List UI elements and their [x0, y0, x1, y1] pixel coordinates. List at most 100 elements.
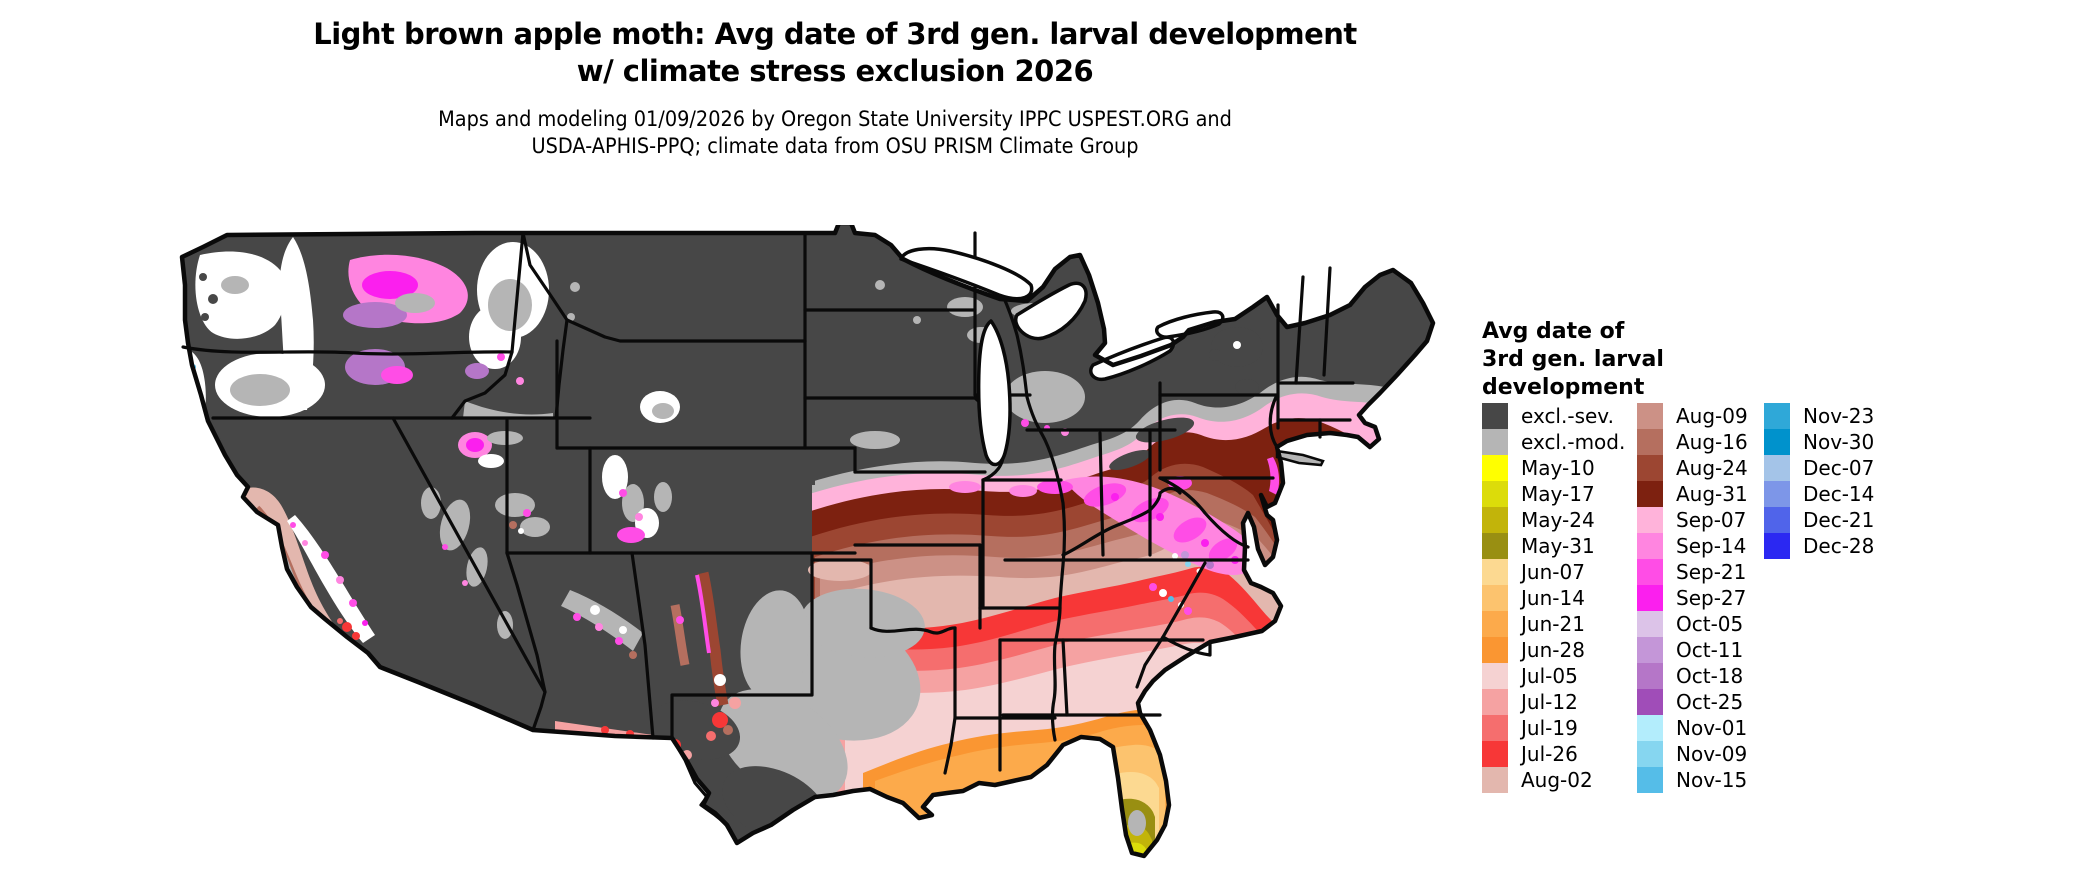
region-nm-mtn-magenta-fringe [695, 574, 711, 654]
title-block: Light brown apple moth: Avg date of 3rd … [170, 16, 1500, 160]
legend-column-3: Nov-23 Nov-30 Dec-07 Dec-14 Dec-21 Dec-28 [1764, 403, 1874, 559]
map-fill-layers [182, 225, 1433, 882]
legend-title-line3: development [1482, 375, 1645, 400]
arizona-region [555, 590, 653, 738]
region-wtexas-pink-spot [729, 697, 741, 709]
legend-label: Nov-15 [1676, 768, 1748, 792]
legend-swatch [1482, 429, 1508, 455]
us-map [175, 225, 1445, 885]
legend-label: May-24 [1521, 508, 1595, 532]
region-co-magenta2 [635, 513, 643, 521]
region-mo-fringe-pink [913, 478, 937, 488]
region-newengland-magenta3 [1356, 447, 1362, 453]
region-az-brown-fringe [629, 651, 637, 659]
legend-label: Dec-21 [1803, 508, 1875, 532]
map-subtitle-line2: USDA-APHIS-PPQ; climate data from OSU PR… [531, 134, 1139, 158]
lake-huron [1014, 281, 1088, 341]
border-nh-me [1322, 266, 1332, 377]
legend-row: Nov-09 [1637, 741, 1748, 767]
state-borders [181, 231, 1355, 845]
border-ga-sc [1135, 635, 1165, 689]
region-ncmtn-magenta1 [1149, 583, 1157, 591]
legend-label: Jun-28 [1521, 638, 1585, 662]
legend-swatch [1637, 559, 1663, 585]
conus-outline [179, 225, 1436, 859]
border-wa-or [181, 345, 514, 356]
region-socal-pink-dot [330, 636, 336, 642]
region-app-sep27-1 [1111, 493, 1119, 501]
map-title-line2: w/ climate stress exclusion 2026 [576, 54, 1094, 88]
region-wv-white1 [1172, 553, 1178, 559]
region-coast-cyan2 [213, 475, 219, 481]
region-sierra-magenta5 [290, 522, 296, 528]
region-salt-flats-white [478, 454, 504, 468]
region-nevada-range3 [421, 487, 441, 519]
legend-label: Sep-14 [1676, 534, 1747, 558]
legend-label: May-10 [1521, 456, 1595, 480]
legend-column-1: excl.-sev. excl.-mod. May-10 May-17 May-24 Ma… [1482, 403, 1625, 793]
legend-swatch [1482, 689, 1508, 715]
legend-row: Aug-16 [1637, 429, 1748, 455]
border-il-in [1098, 431, 1105, 557]
legend-row: Jun-28 [1482, 637, 1625, 663]
region-sd-gray-speck [913, 316, 921, 324]
region-idaho-magenta2 [516, 377, 524, 385]
region-yellowstone-gray [652, 403, 674, 419]
region-nj-coast-magenta [1267, 457, 1280, 495]
border-nv-az-river [505, 551, 547, 694]
border-ohio-river [1061, 486, 1182, 557]
legend-label: Oct-18 [1676, 664, 1744, 688]
region-idaho-magenta1 [497, 353, 505, 361]
region-il-fringe-pink [949, 481, 981, 493]
legend-row: May-24 [1482, 507, 1625, 533]
legend-swatch [1764, 533, 1790, 559]
region-central-or-gray [230, 374, 290, 406]
region-sierra-magenta6 [302, 540, 308, 546]
region-nm-west-mtns-brown [670, 604, 690, 666]
legend-swatch [1764, 481, 1790, 507]
border-tx-la [943, 626, 957, 775]
region-ok-panhandle-rose [808, 559, 872, 581]
region-keys-yellow1 [1097, 872, 1103, 878]
border-mississippi-river [983, 263, 1067, 742]
legend-row: Aug-09 [1637, 403, 1748, 429]
legend-label: excl.-mod. [1521, 430, 1626, 454]
region-utah-plateau-gray2 [520, 517, 550, 537]
border-al-ga [1061, 638, 1069, 717]
legend-row: May-17 [1482, 481, 1625, 507]
legend-label: Sep-07 [1676, 508, 1747, 532]
region-fl-tip-yellowgreen [1137, 865, 1145, 873]
region-sierra-white [287, 515, 375, 643]
legend-row: Oct-18 [1637, 663, 1748, 689]
region-keys-yellow4 [1122, 876, 1128, 882]
region-sierra-magenta4 [362, 620, 368, 626]
region-az-magenta-fringe2 [595, 623, 603, 631]
legend-column-2: Aug-09 Aug-16 Aug-24 Aug-31 Sep-07 Sep-14 Sep-… [1637, 403, 1748, 793]
legend-label: Aug-31 [1676, 482, 1748, 506]
legend-swatch [1637, 507, 1663, 533]
legend-swatch [1482, 663, 1508, 689]
region-east-nm-gray [740, 590, 810, 700]
legend-swatch [1637, 585, 1663, 611]
region-texas-panhandle-gray [801, 588, 925, 658]
legend-row: Nov-15 [1637, 767, 1748, 793]
region-mi-magenta1 [1021, 419, 1029, 427]
legend-swatch [1637, 533, 1663, 559]
legend-title-line1: Avg date of [1482, 319, 1625, 344]
legend-row: May-10 [1482, 455, 1625, 481]
legend-row: Nov-01 [1637, 715, 1748, 741]
legend-swatch [1764, 403, 1790, 429]
region-lower-mi-gray [1005, 371, 1085, 423]
region-app-purple2 [1206, 561, 1214, 569]
legend-swatch [1482, 767, 1508, 793]
legend-swatch [1482, 533, 1508, 559]
map-subtitle: Maps and modeling 01/09/2026 by Oregon S… [223, 106, 1447, 160]
legend-row: Sep-07 [1637, 507, 1748, 533]
legend-row: Jul-26 [1482, 741, 1625, 767]
legend-row: Dec-07 [1764, 455, 1874, 481]
border-mt-wy [565, 318, 807, 343]
legend-row: May-31 [1482, 533, 1625, 559]
legend-row: Jul-19 [1482, 715, 1625, 741]
legend-label: Oct-11 [1676, 638, 1744, 662]
region-wwa-gray1 [221, 276, 249, 294]
